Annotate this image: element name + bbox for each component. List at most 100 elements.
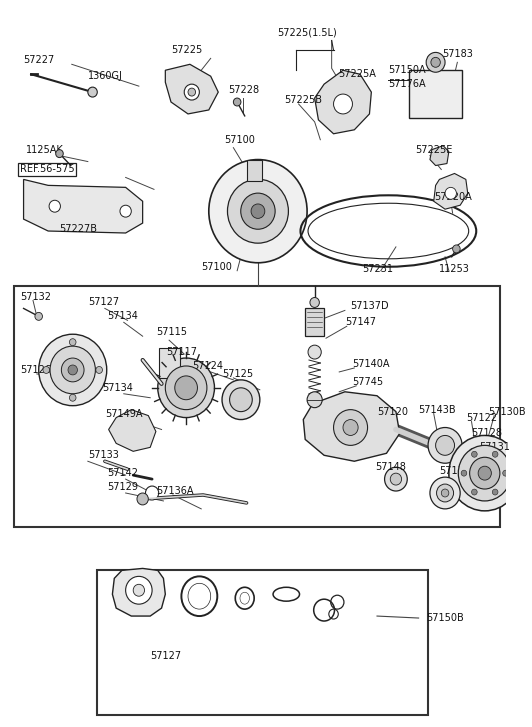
Circle shape (175, 376, 197, 400)
Text: 57134: 57134 (107, 311, 138, 321)
Text: 57227B: 57227B (60, 224, 97, 234)
Text: 57122: 57122 (466, 413, 497, 422)
Circle shape (334, 94, 352, 114)
Text: 57127: 57127 (88, 297, 119, 308)
Text: 57129: 57129 (107, 482, 138, 492)
Circle shape (35, 313, 43, 321)
Circle shape (428, 427, 462, 463)
Circle shape (68, 365, 78, 375)
Circle shape (445, 188, 456, 199)
Text: 57225(1.5L): 57225(1.5L) (277, 28, 337, 38)
Text: 57120: 57120 (377, 406, 408, 417)
Circle shape (437, 484, 454, 502)
Text: 57183: 57183 (442, 49, 473, 60)
Circle shape (430, 477, 460, 509)
Circle shape (96, 366, 103, 374)
Text: REF.56-575: REF.56-575 (20, 164, 74, 174)
Text: 57225E: 57225E (415, 145, 452, 155)
Circle shape (39, 334, 107, 406)
Circle shape (69, 339, 76, 345)
Polygon shape (112, 569, 165, 616)
Circle shape (126, 577, 152, 604)
Circle shape (241, 193, 275, 229)
Text: 57143B: 57143B (419, 405, 456, 414)
Text: 57100: 57100 (224, 134, 255, 145)
Ellipse shape (240, 593, 250, 604)
Circle shape (230, 387, 252, 411)
Polygon shape (314, 71, 371, 134)
Circle shape (43, 366, 49, 374)
Text: 57227: 57227 (23, 55, 55, 65)
Bar (97, 571, 428, 715)
Text: 57150A: 57150A (388, 65, 426, 76)
Text: 57228: 57228 (228, 85, 259, 95)
Circle shape (137, 493, 148, 505)
Circle shape (492, 489, 498, 495)
Circle shape (158, 358, 214, 417)
Bar (159, 348, 179, 378)
Circle shape (234, 98, 241, 106)
Circle shape (471, 489, 477, 495)
Text: 57128: 57128 (471, 428, 503, 438)
Circle shape (471, 451, 477, 457)
Circle shape (453, 245, 460, 253)
Circle shape (188, 88, 196, 96)
Text: 57176A: 57176A (388, 79, 426, 89)
Text: 57127: 57127 (150, 651, 181, 661)
Circle shape (88, 87, 97, 97)
Circle shape (49, 200, 61, 212)
Text: 57132: 57132 (20, 292, 51, 302)
Circle shape (184, 84, 200, 100)
Ellipse shape (188, 583, 211, 609)
Circle shape (431, 57, 440, 68)
Text: 57148: 57148 (375, 462, 406, 473)
Text: 57231: 57231 (362, 264, 393, 274)
Text: 57126: 57126 (20, 365, 51, 375)
Text: 57115: 57115 (156, 327, 187, 337)
Polygon shape (430, 145, 449, 166)
Text: 57136A: 57136A (156, 486, 193, 496)
Circle shape (334, 409, 368, 446)
Text: 57133: 57133 (88, 450, 119, 460)
Circle shape (385, 467, 408, 491)
Circle shape (50, 346, 95, 394)
Polygon shape (165, 64, 218, 114)
Bar (305, 308, 324, 336)
Text: 1360GJ: 1360GJ (88, 71, 123, 81)
Text: 57123: 57123 (439, 466, 470, 476)
Circle shape (145, 486, 159, 500)
Circle shape (133, 585, 145, 596)
Text: 57124: 57124 (192, 361, 223, 371)
Circle shape (464, 443, 483, 463)
Circle shape (165, 366, 207, 409)
Text: 57745: 57745 (352, 377, 384, 387)
Circle shape (470, 457, 500, 489)
Circle shape (251, 204, 265, 218)
Text: 57142: 57142 (107, 468, 138, 478)
Bar (247, 159, 262, 182)
Circle shape (436, 435, 454, 455)
Circle shape (56, 150, 63, 158)
Text: 11253: 11253 (439, 264, 470, 274)
Text: 57130B: 57130B (488, 406, 526, 417)
Circle shape (61, 358, 84, 382)
Circle shape (343, 419, 358, 435)
Text: 57150B: 57150B (426, 613, 464, 623)
Circle shape (310, 297, 319, 308)
Circle shape (307, 392, 322, 408)
Text: 57225B: 57225B (285, 95, 322, 105)
Circle shape (458, 446, 511, 501)
Circle shape (222, 380, 260, 419)
Text: 57131: 57131 (479, 442, 510, 452)
Text: 57134: 57134 (102, 383, 133, 393)
Text: 57220A: 57220A (435, 192, 472, 202)
Circle shape (441, 489, 449, 497)
Circle shape (390, 473, 402, 485)
Circle shape (478, 466, 492, 480)
Polygon shape (434, 174, 468, 209)
Text: 57125: 57125 (222, 369, 253, 379)
Polygon shape (109, 409, 156, 451)
Polygon shape (23, 180, 143, 233)
Circle shape (69, 394, 76, 401)
Text: 57117: 57117 (167, 347, 197, 357)
